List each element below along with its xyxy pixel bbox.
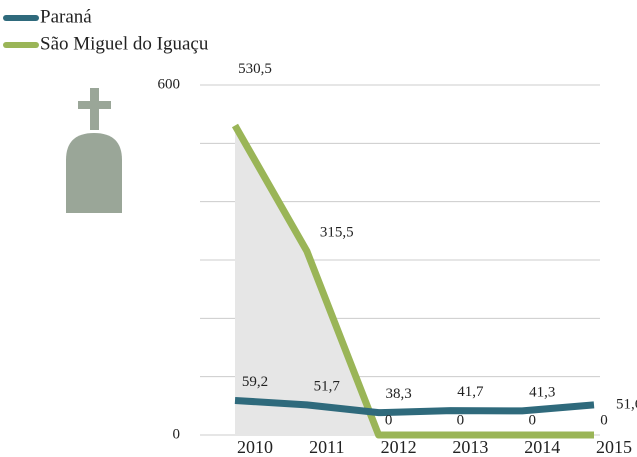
value-label: 51,7 bbox=[314, 378, 341, 394]
legend-label: Paraná bbox=[40, 6, 92, 27]
legend-label: São Miguel do Iguaçu bbox=[40, 33, 209, 54]
x-tick-label: 2014 bbox=[524, 437, 560, 457]
value-label: 59,2 bbox=[242, 374, 268, 390]
x-tick-label: 2015 bbox=[596, 437, 632, 457]
y-tick-label: 600 bbox=[158, 76, 181, 92]
tombstone-icon bbox=[66, 88, 122, 213]
value-label: 0 bbox=[600, 412, 608, 428]
area bbox=[235, 125, 594, 436]
line bbox=[231, 123, 594, 439]
value-label: 0 bbox=[385, 412, 393, 428]
value-label: 41,3 bbox=[529, 384, 555, 400]
value-label: 0 bbox=[528, 412, 536, 428]
value-label: 0 bbox=[457, 412, 465, 428]
y-tick-label: 0 bbox=[173, 426, 181, 442]
x-tick-label: 2010 bbox=[237, 437, 273, 457]
value-label: 530,5 bbox=[238, 61, 272, 77]
x-tick-label: 2011 bbox=[309, 437, 344, 457]
line bbox=[234, 396, 595, 417]
value-label: 315,5 bbox=[320, 224, 354, 240]
value-label: 51,6 bbox=[616, 396, 637, 412]
value-label: 38,3 bbox=[385, 386, 411, 402]
value-label: 41,7 bbox=[457, 384, 484, 400]
x-tick-label: 2012 bbox=[381, 437, 417, 457]
x-tick-label: 2013 bbox=[452, 437, 488, 457]
